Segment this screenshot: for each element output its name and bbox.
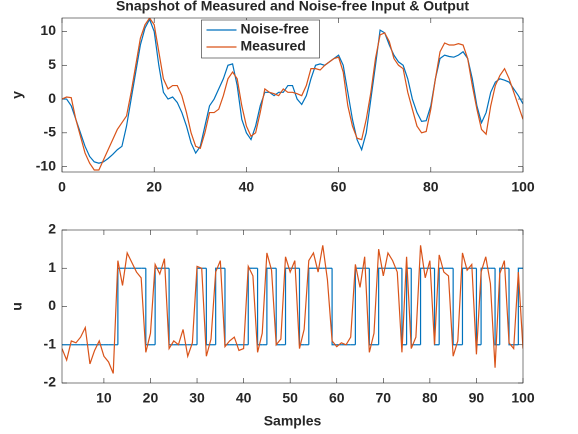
line-series [62,18,523,171]
x-tick-label: 20 [143,390,159,406]
stair-step [215,267,221,345]
y-tick-label: 5 [48,56,56,72]
line-series [62,245,523,374]
stair-step [508,268,514,346]
x-tick-label: 50 [282,390,298,406]
x-tick-label: 60 [331,179,347,195]
stair-step [266,267,272,345]
y-tick-label: -1 [44,335,57,351]
series-group [62,245,523,374]
x-tick-label: 100 [511,390,535,406]
x-tick-label: 80 [422,390,438,406]
y-axis-label: y [9,91,25,99]
x-tick-label: 10 [96,390,112,406]
y-tick-label: -10 [36,157,56,173]
y-tick-label: 0 [48,297,56,313]
x-tick-label: 60 [329,390,345,406]
x-tick-label: 20 [146,179,162,195]
x-tick-label: 80 [423,179,439,195]
stair-step [517,267,523,345]
chart-title: Snapshot of Measured and Noise-free Inpu… [116,0,469,14]
x-tick-label: 90 [469,390,485,406]
y-tick-label: 0 [48,90,56,106]
y-tick-label: -5 [44,124,57,140]
x-tick-label: 70 [376,390,392,406]
legend-label: Measured [241,38,306,54]
stair-step [499,267,505,345]
y-tick-label: -2 [44,374,57,390]
series-group [62,18,523,171]
stair-step [494,268,500,346]
x-axis-label: Samples [264,413,322,429]
x-tick-label: 0 [58,179,66,195]
x-tick-label: 40 [236,390,252,406]
line-series [62,18,523,164]
stair-step [461,267,468,345]
x-tick-label: 100 [511,179,535,195]
y-axis-label: u [9,302,25,311]
legend-label: Noise-free [241,21,310,37]
axes-frame [61,229,524,384]
x-tick-label: 40 [239,179,255,195]
y-tick-label: 1 [48,259,56,275]
y-tick-label: 2 [48,221,56,237]
plot-area [62,230,523,383]
x-tick-label: 30 [189,390,205,406]
legend-box [201,19,320,59]
axes-frame [61,17,524,173]
y-tick-label: 10 [40,22,56,38]
stair-step [480,267,486,345]
